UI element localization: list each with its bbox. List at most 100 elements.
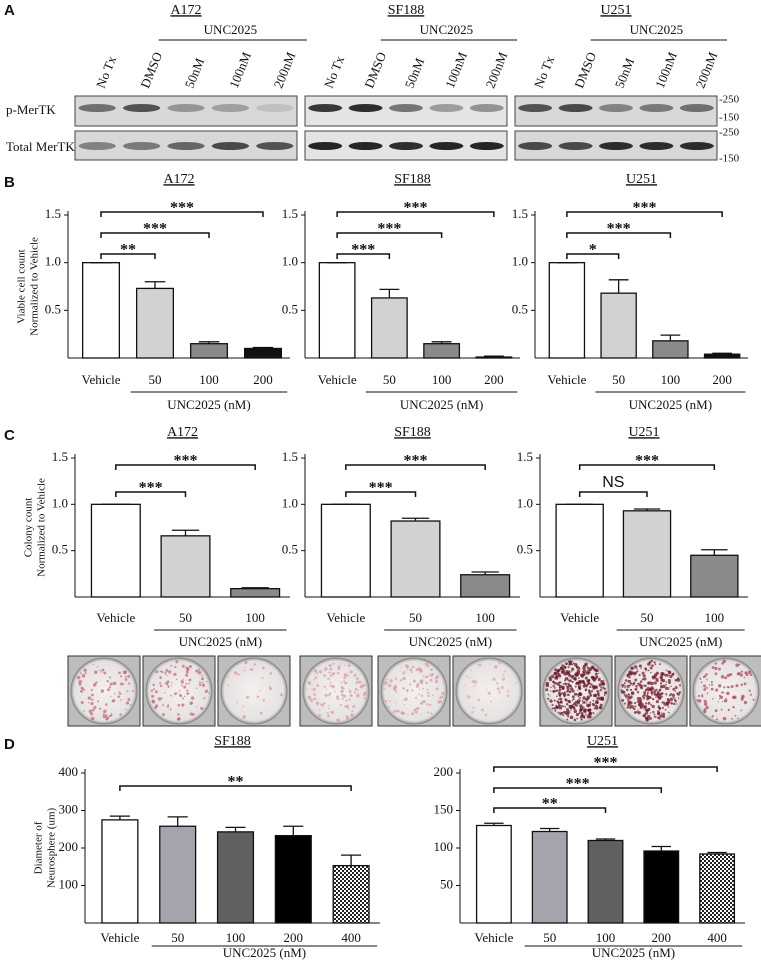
colony-dot — [620, 691, 623, 694]
x-tick-label: 50 — [409, 610, 422, 625]
colony-dot — [327, 677, 330, 680]
colony-dot — [485, 688, 488, 691]
lane-label: No Tx — [93, 53, 120, 90]
colony-dot — [561, 685, 565, 690]
colony-dot — [598, 694, 600, 697]
colony-dot — [711, 666, 715, 669]
colony-dot — [402, 687, 405, 690]
error-bar — [401, 517, 430, 522]
colony-dot — [256, 695, 260, 698]
colony-dot — [674, 690, 676, 692]
colony-dot — [642, 674, 646, 678]
colony-dot — [634, 687, 638, 691]
colony-dot — [341, 687, 344, 690]
colony-dot — [197, 670, 202, 675]
colony-dot — [102, 714, 106, 719]
colony-dot — [102, 712, 105, 716]
bar — [390, 520, 441, 598]
significance-bracket — [566, 211, 723, 217]
colony-dot — [632, 682, 636, 686]
colony-dot — [578, 667, 581, 670]
colony-dot — [93, 705, 97, 709]
colony-dot — [347, 663, 351, 668]
colony-dot — [747, 670, 752, 675]
significance-bracket — [100, 232, 210, 238]
colony-dot — [567, 715, 570, 718]
y-tick-label: 1.0 — [45, 254, 61, 269]
colony-dot — [668, 694, 671, 697]
colony-dot — [571, 670, 573, 672]
colony-dot — [316, 684, 320, 687]
colony-dot — [669, 674, 673, 679]
colony-dot — [165, 668, 169, 672]
y-tick-label: 1.5 — [512, 206, 528, 221]
colony-dot — [665, 681, 668, 683]
colony-dot — [623, 694, 626, 696]
colony-dot — [582, 681, 586, 685]
colony-dot — [650, 671, 652, 674]
colony-dot — [405, 664, 409, 668]
colony-dot — [343, 695, 345, 697]
colony-dot — [114, 692, 116, 695]
colony-dot — [647, 681, 652, 685]
colony-dot — [80, 689, 84, 693]
colony-dot — [644, 667, 648, 670]
colony-dot — [426, 688, 429, 691]
colony-dot — [351, 710, 354, 713]
colony-dot — [411, 689, 414, 692]
significance-bracket — [566, 253, 620, 259]
blot-image — [514, 95, 718, 127]
x-axis-label: UNC2025 (nM) — [400, 397, 483, 412]
colony-dot — [592, 711, 595, 714]
x-tick-label: 50 — [171, 930, 184, 945]
blot-band — [469, 104, 504, 112]
colony-dot — [150, 689, 153, 692]
colony-dot — [559, 681, 562, 684]
colony-dot — [118, 692, 122, 695]
colony-dot — [637, 710, 641, 715]
bar — [531, 830, 568, 924]
colony-dot — [557, 711, 560, 714]
colony-dot — [726, 685, 730, 689]
colony-dot — [562, 692, 566, 696]
x-tick-label: 200 — [652, 930, 672, 945]
colony-dot — [327, 694, 330, 697]
colony-dot — [571, 699, 574, 702]
colony-dot — [422, 675, 425, 677]
colony-dot — [722, 716, 727, 721]
colony-dot — [674, 699, 677, 703]
colony-dot — [578, 712, 581, 714]
colony-dot — [503, 674, 505, 676]
colony-dot — [649, 712, 652, 714]
colony-dot — [90, 701, 94, 706]
colony-dot — [424, 675, 428, 679]
colony-dot — [336, 718, 340, 723]
colony-dot — [176, 678, 178, 681]
y-tick-label: 50 — [440, 876, 453, 891]
blot-band — [558, 104, 593, 112]
colony-dot — [651, 664, 653, 666]
x-tick-label: Vehicle — [474, 930, 513, 945]
colony-dot — [99, 707, 102, 710]
colony-dot — [583, 701, 586, 704]
colony-dot — [352, 705, 356, 709]
colony-dot — [582, 706, 585, 709]
colony-dot — [324, 693, 328, 697]
colony-dot — [671, 693, 675, 697]
x-tick-label: 200 — [712, 372, 732, 387]
colony-dot — [553, 671, 558, 676]
colony-dot — [340, 690, 344, 693]
colony-dot — [280, 693, 283, 697]
colony-dot — [478, 663, 480, 665]
colony-dot — [545, 688, 549, 692]
colony-dot — [189, 712, 193, 716]
colony-dot — [319, 703, 322, 706]
colony-dot — [586, 671, 588, 674]
colony-dot — [665, 686, 669, 691]
y-axis-label: Diameter of — [33, 821, 45, 874]
y-tick-label: 0.5 — [52, 542, 68, 557]
colony-dot — [652, 710, 655, 714]
colony-dot — [203, 697, 206, 700]
colony-dot — [168, 670, 172, 674]
colony-dot — [571, 680, 574, 684]
